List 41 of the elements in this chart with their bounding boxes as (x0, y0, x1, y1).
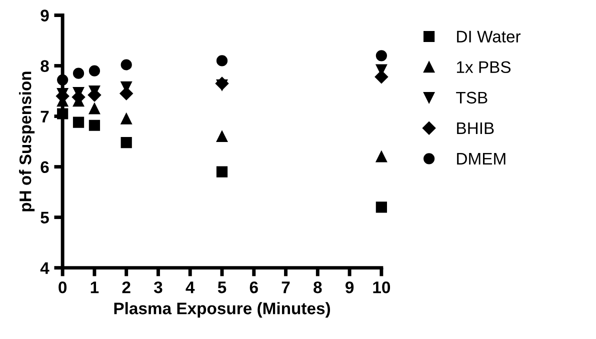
point (216, 55, 228, 66)
x-tick-label: 0 (58, 281, 67, 294)
x-tick-label: 7 (282, 282, 290, 294)
legend-label: TSB (456, 92, 488, 104)
point (120, 136, 132, 148)
legend-label: DI Water (457, 30, 521, 42)
x-tick-label: 3 (154, 281, 162, 294)
point (216, 130, 228, 142)
point (88, 65, 100, 76)
point (120, 59, 132, 70)
point (120, 86, 133, 100)
y-tick-label: 7 (40, 110, 49, 122)
point (215, 76, 229, 90)
point (72, 116, 84, 128)
y-tick-label: 8 (40, 60, 49, 72)
y-tick-label: 9 (40, 10, 49, 22)
y-tick-label: 4 (40, 262, 50, 274)
point (88, 103, 100, 114)
y-tick-label: 5 (40, 212, 49, 224)
point (376, 202, 387, 213)
point (376, 151, 387, 162)
x-axis-title: Plasma Exposure (Minutes) (114, 302, 330, 318)
x-tick-label: 6 (250, 281, 258, 294)
point (374, 70, 388, 84)
x-tick-label: 5 (218, 282, 226, 294)
point (216, 166, 228, 178)
x-tick-label: 8 (314, 281, 322, 294)
legend-label: 1x PBS (456, 61, 511, 74)
legend-label: BHIB (457, 122, 494, 134)
x-tick-label: 2 (122, 281, 130, 294)
point (88, 120, 100, 131)
point (120, 113, 132, 124)
x-tick-label: 10 (373, 281, 390, 294)
point (376, 50, 387, 62)
y-tick-label: 6 (40, 161, 49, 173)
y-axis-title: pH of Suspension (19, 72, 35, 212)
point (72, 68, 84, 79)
x-tick-label: 9 (346, 281, 354, 294)
legend-label: DMEM (457, 153, 506, 164)
x-tick-label: 4 (186, 282, 195, 294)
x-tick-label: 1 (90, 282, 99, 294)
